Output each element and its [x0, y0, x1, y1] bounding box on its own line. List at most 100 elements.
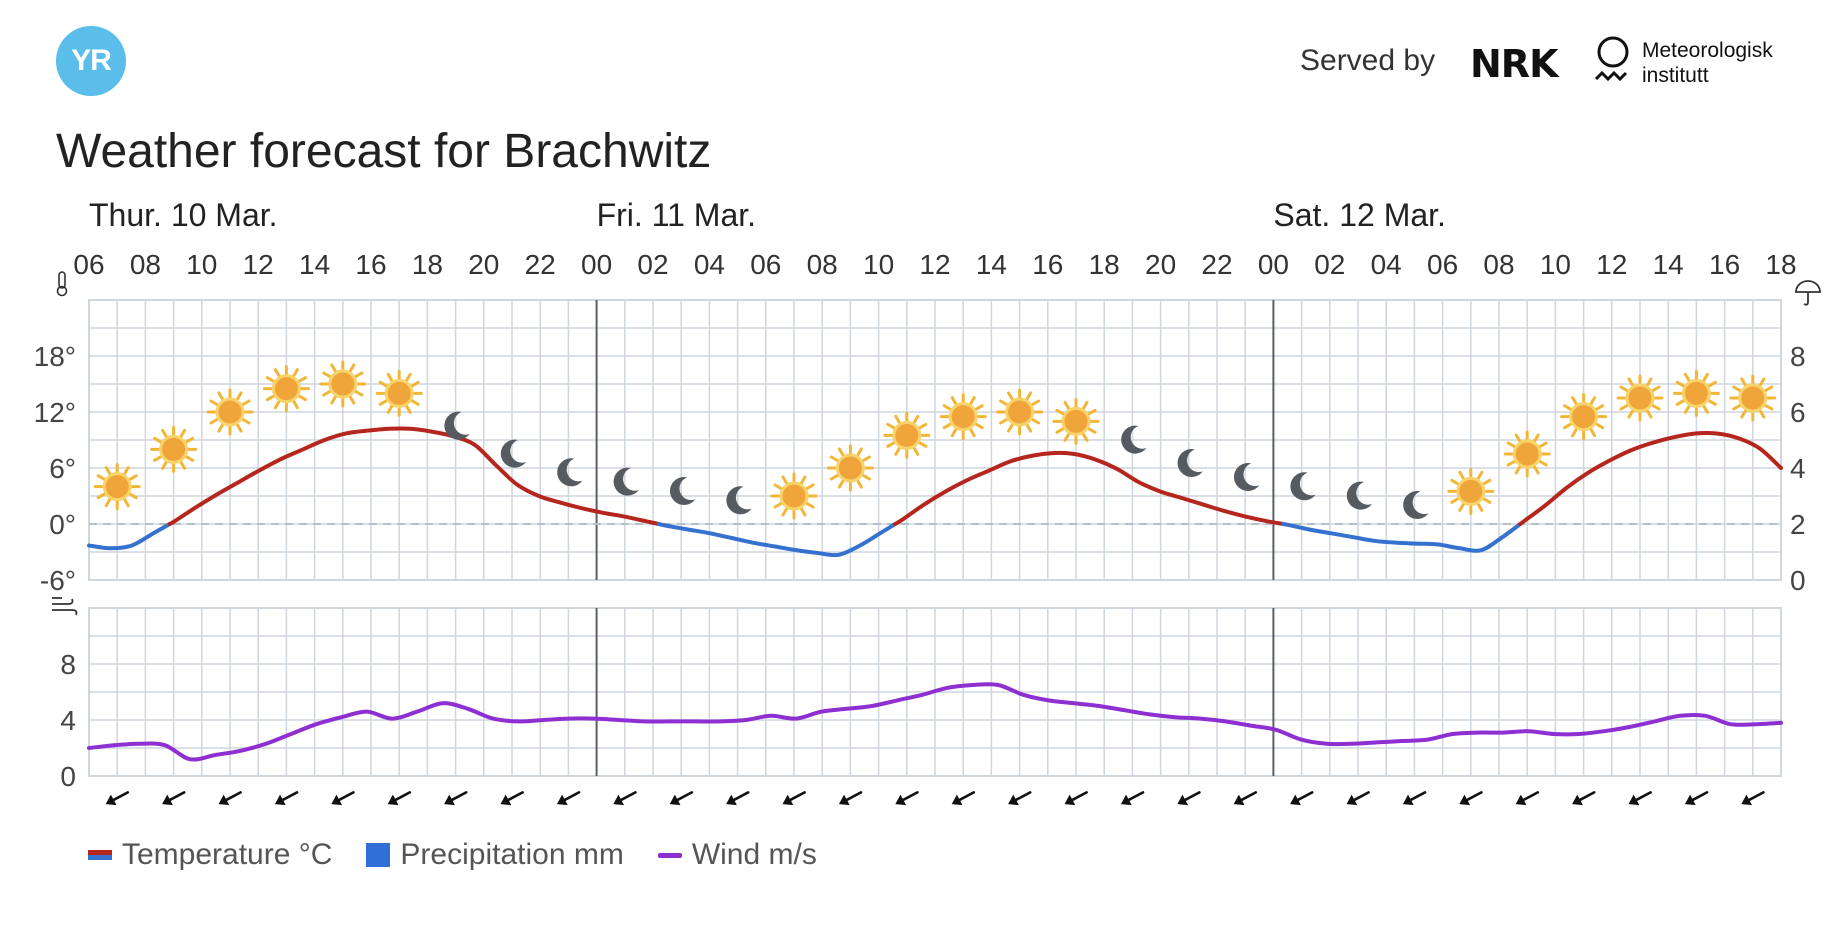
wind-arrow-icon	[838, 791, 863, 806]
wind-arrow-icon	[1459, 791, 1483, 806]
sun-icon	[1560, 393, 1608, 441]
met-institute-icon	[1594, 36, 1629, 82]
sun-icon	[375, 369, 423, 417]
x-tick-label: 18	[1765, 249, 1796, 280]
day-label: Fri. 11 Mar.	[597, 197, 756, 233]
wind-line	[87, 682, 1783, 762]
sun-icon	[1447, 467, 1495, 515]
x-tick-label: 02	[1314, 249, 1345, 280]
x-tick-label: 16	[1709, 249, 1740, 280]
temperature-grid	[88, 299, 1782, 581]
moon-icon	[1177, 448, 1203, 477]
x-tick-label: 18	[412, 249, 443, 280]
precip-tick-label: 4	[1790, 453, 1806, 484]
x-tick-label: 16	[355, 249, 386, 280]
moon-icon	[1290, 472, 1316, 501]
precip-tick-label: 8	[1790, 341, 1806, 372]
x-tick-label: 00	[581, 249, 612, 280]
moon-icon	[1403, 490, 1429, 519]
wind-arrow-icon	[218, 791, 242, 806]
x-tick-label: 14	[299, 249, 330, 280]
x-tick-label: 06	[73, 249, 104, 280]
wind-arrow-icon	[782, 791, 806, 806]
wind-arrow-icon	[556, 791, 581, 806]
precip-tick-label: 0	[1790, 565, 1806, 596]
sun-icon	[883, 411, 931, 459]
met-line-1: Meteorologisk	[1642, 39, 1773, 62]
thermometer-icon	[56, 271, 68, 297]
legend-wind-swatch	[657, 852, 682, 858]
moon-icon	[444, 411, 470, 440]
temperature-line	[1281, 522, 1523, 553]
legend-temperature-swatch	[88, 850, 112, 860]
moon-icon	[557, 458, 583, 487]
legend-temperature[interactable]: Temperature °C	[88, 838, 332, 872]
nrk-logo[interactable]: NRK	[1470, 42, 1559, 86]
x-tick-label: 10	[186, 249, 217, 280]
wind-arrow-icon	[1008, 791, 1032, 806]
moon-icon	[1346, 481, 1372, 510]
x-tick-label: 16	[1032, 249, 1063, 280]
wind-arrow-icon	[444, 791, 468, 806]
chart-legend: Temperature °C Precipitation mm Wind m/s	[88, 838, 817, 872]
legend-temperature-label: Temperature °C	[122, 838, 333, 871]
wind-tick-label: 0	[60, 761, 76, 792]
wind-arrows	[105, 791, 1765, 806]
wind-arrow-icon	[1628, 791, 1652, 806]
x-tick-label: 08	[807, 249, 838, 280]
yr-logo[interactable]: YR	[56, 26, 126, 96]
precip-tick-label: 2	[1790, 509, 1806, 540]
temperature-line	[656, 522, 898, 558]
wind-arrow-icon	[613, 791, 637, 806]
temp-tick-label: 12°	[34, 397, 76, 428]
wind-arrow-icon	[1515, 791, 1540, 806]
legend-precipitation-swatch	[366, 843, 391, 867]
sun-icon	[150, 425, 198, 473]
wind-tick-label: 4	[60, 705, 76, 736]
wind-arrow-icon	[951, 791, 976, 806]
day-label: Sat. 12 Mar.	[1273, 197, 1446, 233]
wind-arrow-icon	[500, 791, 524, 806]
wind-arrow-icon	[726, 791, 750, 806]
x-tick-label: 12	[1596, 249, 1627, 280]
wind-arrow-icon	[1572, 791, 1596, 806]
wind-arrow-icon	[387, 791, 412, 806]
chart-labels: Thur. 10 Mar. Fri. 11 Mar. Sat. 12 Mar.06 0…	[34, 197, 1821, 792]
legend-wind[interactable]: Wind m/s	[657, 838, 817, 872]
chart-series	[87, 426, 1783, 762]
x-tick-label: 22	[1201, 249, 1232, 280]
sun-icon	[1729, 374, 1777, 422]
x-tick-label: 08	[1483, 249, 1514, 280]
moon-icon	[1121, 425, 1147, 454]
x-tick-label: 12	[919, 249, 950, 280]
wind-arrow-icon	[1064, 791, 1088, 806]
x-tick-label: 06	[750, 249, 781, 280]
temp-tick-label: 0°	[49, 509, 76, 540]
x-tick-label: 10	[1540, 249, 1571, 280]
sun-icon	[996, 388, 1044, 436]
legend-precipitation-label: Precipitation mm	[400, 838, 624, 871]
x-tick-label: 22	[525, 249, 556, 280]
temperature-line	[167, 426, 661, 526]
sun-icon	[1052, 397, 1100, 445]
wind-icon	[52, 597, 78, 616]
sun-icon	[206, 388, 254, 436]
x-tick-label: 10	[863, 249, 894, 280]
moon-icon	[669, 476, 696, 505]
legend-precipitation[interactable]: Precipitation mm	[366, 838, 624, 872]
legend-wind-label: Wind m/s	[691, 838, 817, 871]
wind-arrow-icon	[162, 791, 186, 806]
day-label: Thur. 10 Mar.	[89, 197, 278, 233]
met-line-2: institutt	[1642, 64, 1709, 87]
x-tick-label: 12	[243, 249, 274, 280]
sun-icon	[826, 444, 874, 492]
x-tick-label: 20	[1145, 249, 1176, 280]
met-institute-logo[interactable]: Meteorologisk institutt	[1642, 38, 1773, 88]
wind-arrow-icon	[669, 791, 694, 806]
weather-symbols	[93, 360, 1777, 520]
yr-logo-text: YR	[71, 44, 112, 77]
precip-tick-label: 6	[1790, 397, 1806, 428]
wind-arrow-icon	[1741, 791, 1765, 806]
wind-arrow-icon	[1346, 791, 1370, 806]
